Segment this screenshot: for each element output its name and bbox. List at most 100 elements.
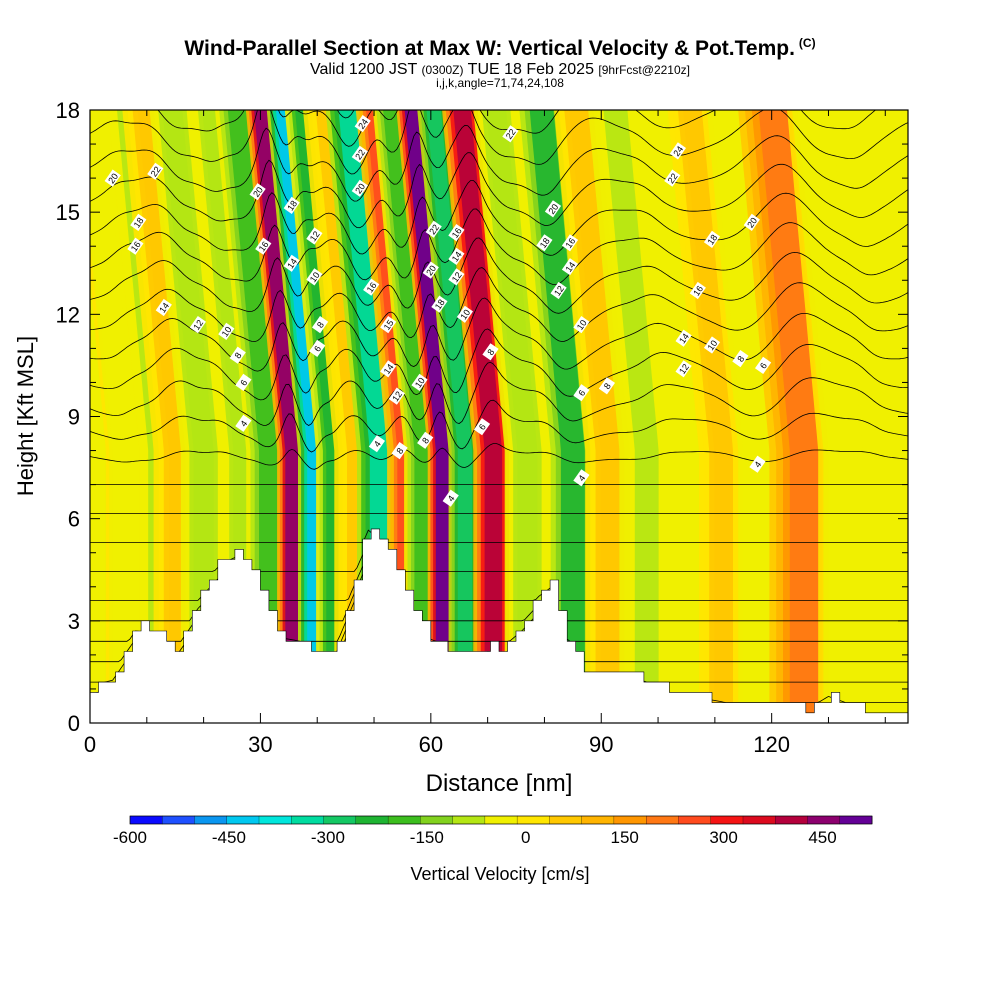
contour-label: 6 [573, 384, 590, 402]
colorbar-tick-label: 300 [709, 828, 737, 847]
contour-label: 12 [550, 281, 567, 300]
contour-label: 10 [573, 315, 590, 334]
velocity-band-level [276, 110, 322, 723]
x-tick-label: 120 [753, 732, 790, 757]
theta-contour [90, 361, 908, 426]
theta-contour [90, 399, 908, 453]
contour-label-bg [306, 227, 323, 245]
velocity-band-level [529, 110, 585, 723]
colorbar-swatch [613, 815, 647, 825]
contour-label: 15 [380, 315, 397, 334]
velocity-band-level [137, 110, 193, 723]
contour-label: 10 [456, 305, 474, 323]
contour-label-text: 16 [129, 240, 143, 254]
contour-label-text: 20 [106, 171, 120, 185]
contour-label-bg [669, 142, 687, 160]
contour-label-text: 16 [365, 280, 379, 294]
contour-label-text: 16 [257, 240, 271, 254]
theta-contour [336, 110, 355, 119]
colorbar-swatch [549, 815, 583, 825]
section-params: i,j,k,angle=71,74,24,108 [436, 76, 564, 90]
contour-label-bg [235, 373, 252, 392]
y-tick-label: 3 [68, 609, 80, 634]
contour-label-text: 22 [149, 165, 163, 179]
contour-label-text: 12 [552, 284, 566, 298]
velocity-band-level [295, 110, 343, 723]
contour-label-bg [351, 145, 368, 163]
contour-label-text: 15 [382, 318, 396, 332]
forecast-label: [9hrFcst@2210z] [598, 63, 690, 77]
colorbar-tick-label: -600 [113, 828, 147, 847]
contour-label-bg [749, 455, 766, 473]
contour-label-bg [502, 125, 519, 143]
contour-label: 22 [664, 169, 681, 187]
velocity-band-level [569, 110, 625, 723]
colorbar-swatch [678, 815, 712, 825]
velocity-band [831, 110, 908, 723]
contour-label: 8 [482, 343, 499, 361]
velocity-band-level [404, 110, 449, 723]
theta-contour [90, 297, 908, 372]
theta-contour [90, 124, 908, 202]
colorbar-tick-label: 450 [808, 828, 836, 847]
colorbar-tick-label: -450 [212, 828, 246, 847]
contour-label-bg [473, 418, 491, 436]
contour-label-bg [380, 315, 397, 334]
contour-label: 16 [363, 278, 380, 296]
contour-label-bg [561, 234, 579, 252]
y-tick-label: 0 [68, 711, 80, 736]
contour-label-bg [544, 200, 562, 218]
theta-contour [90, 529, 908, 543]
velocity-band-level [383, 110, 431, 723]
contour-label: 10 [411, 373, 428, 392]
colorbar-swatch [387, 815, 421, 825]
colorbar-swatch [258, 815, 292, 825]
velocity-band [215, 110, 292, 723]
terrain-mask [90, 528, 908, 723]
contour-label: 16 [689, 281, 706, 300]
contour-label: 22 [351, 145, 368, 163]
theta-contour [90, 443, 908, 470]
contour-label-bg [573, 315, 590, 334]
contour-label: 14 [155, 298, 172, 317]
valid-time-label: Valid 1200 JST [310, 61, 418, 78]
colorbar-swatch [516, 815, 550, 825]
contour-label-bg [417, 431, 434, 449]
contour-label: 10 [218, 322, 235, 341]
valid-utc-label: (0300Z) [421, 63, 464, 77]
contour-label: 22 [502, 125, 519, 143]
velocity-band-level [802, 110, 858, 723]
contour-label: 16 [561, 234, 579, 252]
contour-label-text: 6 [576, 388, 587, 398]
velocity-band-level [486, 110, 538, 723]
contour-label: 18 [536, 234, 553, 252]
contour-label-text: 14 [382, 362, 396, 376]
colorbar-swatch [484, 815, 518, 825]
velocity-band-level [453, 110, 503, 723]
chart-title: Wind-Parallel Section at Max W: Vertical… [0, 36, 1000, 61]
contour-label-text: 10 [220, 325, 234, 339]
contour-label: 18 [130, 213, 147, 232]
contour-label-bg [388, 387, 405, 405]
velocity-band [266, 110, 331, 723]
contour-label-bg [368, 435, 386, 453]
contour-label-bg [664, 169, 681, 187]
contour-label-text: 20 [745, 216, 759, 230]
colorbar-tick-label: -150 [410, 828, 444, 847]
colorbar-label: Vertical Velocity [cm/s] [410, 864, 589, 884]
velocity-band-level [717, 110, 773, 723]
colorbar-swatch [581, 815, 615, 825]
vertical-velocity-field [90, 110, 908, 723]
contour-label-bg [448, 223, 465, 242]
colorbar-frame [129, 815, 873, 825]
colorbar-tick-label: -300 [311, 828, 345, 847]
colorbar-tick-label: 150 [611, 828, 639, 847]
theta-contour [90, 180, 908, 256]
velocity-band-level [683, 110, 739, 723]
contour-label-text: 12 [677, 362, 691, 376]
contour-label-text: 4 [372, 439, 383, 449]
y-tick-label: 18 [56, 98, 80, 123]
contour-label-bg [675, 360, 692, 378]
velocity-band-level [426, 110, 473, 723]
contour-label-bg [147, 162, 164, 180]
